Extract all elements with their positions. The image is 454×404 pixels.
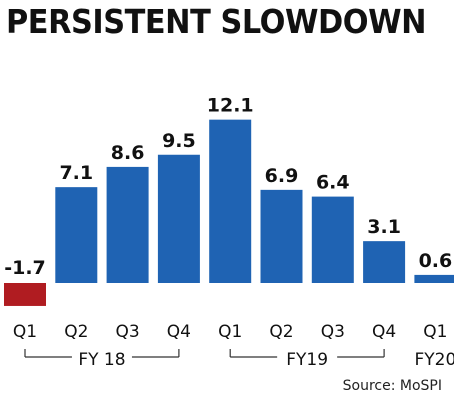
data-label: 8.6: [111, 142, 145, 164]
group-label: FY19: [286, 350, 328, 370]
bar: [55, 187, 98, 283]
bar-chart: -1.7 Q1 7.1 Q2 8.6 Q3 9.5 Q4 12.1 Q1 6.9 Q2 6.4 Q3 3.1…: [4, 95, 454, 370]
bar: [209, 119, 252, 284]
bar: [260, 189, 303, 283]
data-label: 6.4: [316, 172, 350, 194]
x-tick-label: Q1: [423, 322, 447, 342]
x-tick-label: Q1: [218, 322, 242, 342]
data-label: 6.9: [265, 165, 299, 187]
bar: [363, 241, 406, 283]
bar: [4, 283, 46, 306]
x-tick-label: Q4: [372, 322, 396, 342]
bar: [311, 196, 354, 283]
x-tick-label: Q3: [115, 322, 139, 342]
data-label: 12.1: [207, 95, 254, 117]
data-label: 7.1: [59, 162, 93, 184]
x-tick-label: Q2: [64, 322, 88, 342]
x-tick-label: Q2: [269, 322, 293, 342]
data-label: 3.1: [367, 216, 401, 238]
x-tick-label: Q1: [13, 322, 37, 342]
bar: [414, 274, 454, 283]
bar: [157, 154, 200, 283]
bar: [106, 166, 149, 283]
chart-title: PERSISTENT SLOWDOWN: [6, 2, 427, 41]
group-label: FY20: [415, 350, 454, 370]
data-label: 0.6: [419, 250, 453, 272]
data-label: 9.5: [162, 130, 196, 152]
group-label: FY 18: [78, 350, 125, 370]
x-tick-label: Q4: [167, 322, 191, 342]
x-tick-label: Q3: [321, 322, 345, 342]
chart-area: -1.7 Q1 7.1 Q2 8.6 Q3 9.5 Q4 12.1 Q1 6.9 Q2 6.4 Q3 3.1…: [0, 50, 454, 400]
source-note: Source: MoSPI: [342, 378, 442, 394]
data-label: -1.7: [4, 257, 46, 279]
